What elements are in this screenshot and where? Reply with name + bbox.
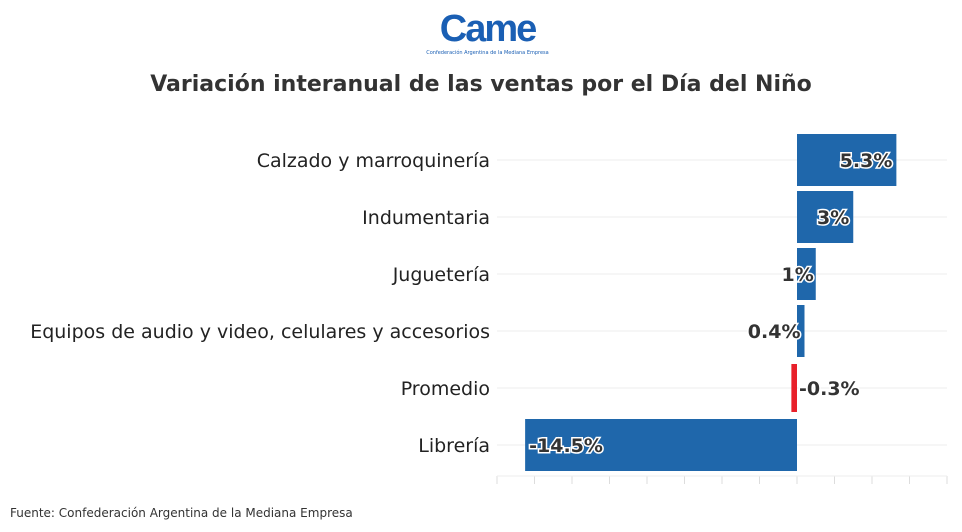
logo-subtitle: Confederación Argentina de la Mediana Em… bbox=[426, 50, 549, 56]
value-label: 1% bbox=[781, 264, 813, 286]
bar bbox=[797, 134, 897, 186]
category-label: Promedio bbox=[401, 378, 490, 400]
logo-mark: Came bbox=[439, 8, 538, 50]
bar-chart: Calzado y marroquinería 5.3% Indumentaria 3… bbox=[30, 134, 948, 484]
came-logo: Came Confederación Argentina de la Media… bbox=[425, 8, 550, 68]
category-label: Calzado y marroquinería bbox=[257, 150, 490, 172]
source-note: Fuente: Confederación Argentina de la Me… bbox=[10, 506, 353, 520]
category-label: Librería bbox=[418, 435, 490, 457]
category-label: Indumentaria bbox=[362, 207, 490, 229]
value-label: -0.3% bbox=[799, 378, 860, 400]
bar bbox=[791, 364, 797, 412]
category-label: Juguetería bbox=[392, 264, 490, 286]
bar bbox=[797, 191, 854, 243]
bar bbox=[797, 248, 816, 300]
chart-title: Variación interanual de las ventas por e… bbox=[150, 72, 812, 97]
bar bbox=[525, 419, 797, 471]
value-label: 3% bbox=[817, 207, 849, 229]
value-label: 0.4% bbox=[748, 321, 801, 343]
bar bbox=[797, 305, 805, 357]
value-label: 5.3% bbox=[840, 150, 893, 172]
category-label: Equipos de audio y video, celulares y ac… bbox=[30, 321, 490, 343]
value-label: -14.5% bbox=[529, 435, 603, 457]
